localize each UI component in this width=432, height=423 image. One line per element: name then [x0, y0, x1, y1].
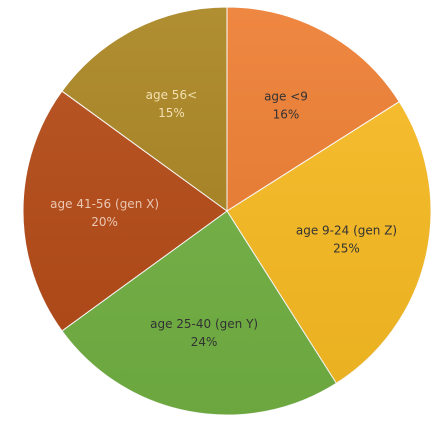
slice-value-label-2: 24%: [191, 335, 218, 349]
slice-category-label-1: age 9-24 (gen Z): [296, 224, 397, 238]
slice-category-label-0: age <9: [264, 90, 308, 104]
slice-value-label-0: 16%: [273, 108, 300, 122]
slice-value-label-1: 25%: [333, 242, 360, 256]
slice-value-label-4: 15%: [158, 106, 185, 120]
pie-shading: [23, 7, 431, 415]
pie-labels: age <9 16% age 9-24 (gen Z) 25% age 25-40 (g…: [50, 88, 397, 349]
slice-category-label-4: age 56<: [146, 88, 198, 102]
slice-category-label-3: age 41-56 (gen X): [50, 197, 159, 211]
slice-category-label-2: age 25-40 (gen Y): [150, 317, 258, 331]
slice-value-label-3: 20%: [91, 215, 118, 229]
